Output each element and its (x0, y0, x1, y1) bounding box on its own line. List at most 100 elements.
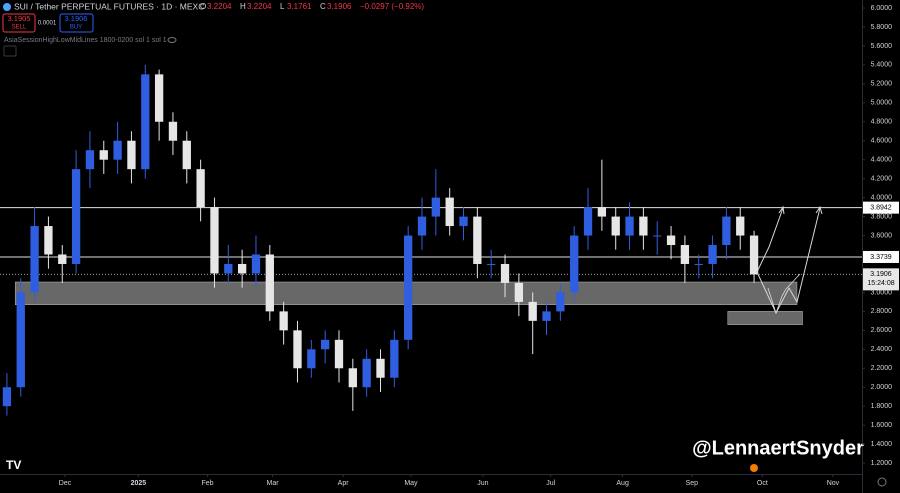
candle-body (99, 150, 108, 160)
candle-body (321, 339, 330, 350)
buy-button[interactable] (59, 13, 94, 33)
arrow-head (815, 205, 823, 215)
candle-body (514, 282, 524, 302)
y-tick-label: 5.2000 (871, 81, 893, 88)
spread: 0.0001 (38, 21, 57, 27)
candle-body (597, 207, 607, 217)
candle-body (168, 121, 178, 141)
candle-body (404, 235, 413, 340)
candle-body (85, 150, 95, 170)
candle-body (473, 216, 482, 264)
candle-body (58, 254, 67, 264)
level-label: 3.8942 (870, 204, 892, 211)
symbol-icon (3, 3, 11, 11)
level-tag (863, 201, 899, 214)
sell-label[interactable]: SELL (12, 25, 27, 31)
candle-body (639, 216, 648, 236)
y-tick-label: 4.6000 (871, 138, 893, 145)
candle-body (210, 207, 219, 274)
change: −0.0297 (−0.92%) (360, 2, 424, 11)
y-tick-label: 3.8000 (871, 213, 893, 220)
ohlc-value: 3.2204 (207, 2, 232, 11)
candle-body (680, 245, 690, 264)
candle-body (431, 197, 440, 217)
ohlc-value: 3.1906 (327, 2, 352, 11)
buy-label[interactable]: BUY (70, 25, 82, 31)
y-tick-label: 2.2000 (871, 365, 893, 372)
candle-body (708, 245, 717, 264)
candle-body (265, 254, 274, 312)
eye-icon[interactable] (167, 37, 177, 43)
candle-body (224, 263, 233, 274)
ohlc-key: C (320, 2, 326, 11)
y-tick-label: 2.6000 (871, 327, 893, 334)
x-tick-label: Aug (616, 480, 629, 487)
sell-button[interactable] (2, 13, 36, 33)
y-tick-label: 1.6000 (871, 422, 893, 429)
symbol-title: SUI / Tether PERPETUAL FUTURES · 1D · ME… (14, 1, 204, 11)
ohlc-key: O (200, 2, 206, 11)
candle-body (500, 263, 510, 283)
y-tick-label: 5.6000 (871, 43, 893, 50)
candle-body (237, 263, 247, 274)
candle-body (307, 349, 316, 369)
y-tick-label: 4.0000 (871, 194, 893, 201)
candle-body (334, 339, 344, 369)
candle-body (182, 140, 191, 170)
candle-body (279, 311, 288, 331)
x-tick-label: Jun (477, 480, 488, 487)
candle-body (293, 330, 302, 369)
collapse-button[interactable] (3, 45, 17, 57)
candle-body (16, 292, 25, 388)
candle-body (722, 216, 731, 246)
candle-body (141, 74, 150, 170)
projection-arrow (756, 207, 821, 315)
candle-body (113, 140, 122, 160)
candle-body (127, 140, 136, 170)
candle-body (390, 339, 399, 378)
x-tick-label: May (404, 480, 418, 487)
y-tick-label: 1.8000 (871, 403, 893, 410)
y-tick-label: 2.0000 (871, 384, 893, 391)
y-tick-label: 5.0000 (871, 100, 893, 107)
x-tick-label: Feb (202, 480, 214, 487)
candle-body (570, 235, 579, 293)
ohlc-key: H (240, 2, 246, 11)
buy-price[interactable]: 3.1906 (65, 14, 88, 23)
y-tick-label: 4.8000 (871, 119, 893, 126)
y-tick-label: 2.8000 (871, 308, 893, 315)
x-tick-label: 2025 (131, 480, 147, 487)
candle-body (528, 301, 537, 321)
candle-body (625, 216, 634, 236)
y-tick-label: 4.2000 (871, 175, 893, 182)
candle-body (556, 292, 565, 312)
x-tick-label: Jul (546, 480, 555, 487)
candle-body (30, 226, 39, 293)
y-tick-label: 5.4000 (871, 62, 893, 69)
candle-body (2, 387, 12, 407)
y-tick-label: 4.4000 (871, 157, 893, 164)
level-tag (863, 250, 899, 263)
y-tick-label: 5.8000 (871, 24, 893, 31)
projection-arrow (756, 207, 784, 273)
y-tick-label: 2.4000 (871, 346, 893, 353)
y-tick-label: 1.4000 (871, 441, 893, 448)
candle-body (749, 235, 759, 275)
event-icon[interactable] (750, 464, 758, 472)
candle-body (196, 169, 205, 208)
last-price-tag (863, 268, 899, 291)
settings-icon[interactable] (877, 477, 887, 487)
candle-body (251, 254, 261, 274)
ohlc-key: L (280, 2, 285, 11)
y-tick-label: 3.0000 (871, 289, 893, 296)
sell-price[interactable]: 3.1905 (8, 14, 31, 23)
x-tick-label: Oct (757, 480, 768, 487)
y-tick-label: 3.6000 (871, 232, 893, 239)
level-label: 3.3739 (870, 254, 892, 261)
indicator-label: AsiaSessionHighLowMidLines 1800-0200 sol… (4, 37, 167, 44)
candle-body (487, 263, 496, 265)
tv-logo: TV (6, 458, 21, 472)
candle-body (542, 311, 551, 321)
x-tick-label: Sep (686, 480, 699, 487)
